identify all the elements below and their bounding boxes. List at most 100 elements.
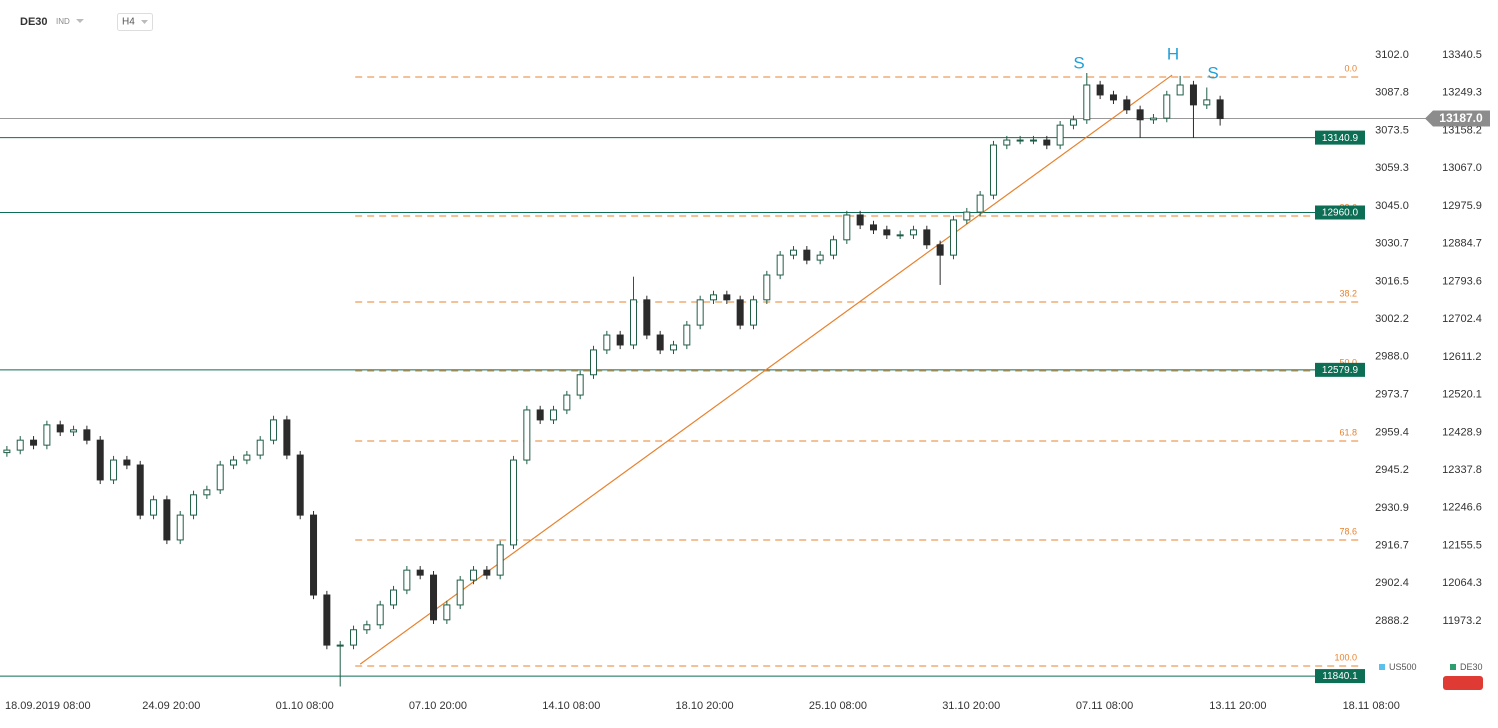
candle-body (283, 419, 291, 456)
x-tick-label: 24.09 20:00 (142, 700, 200, 712)
x-tick-label: 25.10 08:00 (809, 700, 867, 712)
candle-body (1016, 139, 1024, 142)
candle-body (350, 629, 358, 646)
y-tick-label: 13067.0 (1442, 162, 1482, 174)
candle-body (270, 419, 278, 441)
interval-box[interactable] (117, 13, 153, 31)
y-tick-label: 12975.9 (1442, 200, 1482, 212)
candle-body (709, 294, 717, 301)
candle-body (630, 299, 638, 346)
red-button[interactable] (1443, 676, 1483, 690)
legend-swatch (1379, 664, 1385, 670)
y-tick-label: 12246.6 (1442, 502, 1482, 514)
candle-body (789, 249, 797, 256)
candle-body (936, 244, 944, 256)
candle-body (43, 424, 51, 446)
y2-tick-label: 2959.4 (1375, 426, 1409, 438)
y2-tick-label: 3002.2 (1375, 313, 1409, 325)
candle-body (949, 219, 957, 256)
trendline (359, 74, 1173, 665)
fib-label: 50.0 (1339, 357, 1357, 367)
dropdown-caret[interactable] (76, 19, 84, 23)
fib-label: 61.8 (1339, 427, 1357, 437)
y2-tick-label: 3087.8 (1375, 87, 1409, 99)
candle-body (150, 499, 158, 516)
candle-body (843, 214, 851, 241)
y2-tick-label: 2888.2 (1375, 615, 1409, 627)
level-tag (1315, 130, 1365, 145)
y2-tick-label: 2930.9 (1375, 502, 1409, 514)
candle-body (230, 459, 238, 466)
candle-body (523, 409, 531, 461)
candle-body (1123, 99, 1131, 111)
candle-body (1109, 94, 1117, 101)
y2-tick-label: 3045.0 (1375, 200, 1409, 212)
candle-body (736, 299, 744, 326)
y-tick-label: 12428.9 (1442, 426, 1482, 438)
pattern-label: S (1073, 53, 1084, 72)
candle-body (1176, 84, 1184, 96)
candle-body (803, 249, 811, 261)
candle-body (656, 334, 664, 351)
candle-body (923, 229, 931, 246)
pattern-label: S (1207, 63, 1218, 82)
candle-body (16, 439, 24, 451)
candle-body (909, 229, 917, 236)
candle-body (1203, 99, 1211, 106)
candle-body (136, 464, 144, 516)
candle-body (563, 394, 571, 411)
symbol-tag: IND (56, 17, 70, 26)
symbol[interactable]: DE30 (20, 16, 48, 28)
candle-body (3, 449, 11, 454)
interval-caret[interactable] (141, 20, 148, 24)
candle-body (510, 459, 518, 546)
x-tick-label: 14.10 08:00 (542, 700, 600, 712)
x-tick-label: 07.10 20:00 (409, 700, 467, 712)
candle-body (296, 454, 304, 516)
y-tick-label: 12793.6 (1442, 275, 1482, 287)
candle-body (576, 374, 584, 396)
candle-body (470, 569, 478, 581)
candle-body (696, 299, 704, 326)
candle-body (190, 494, 198, 516)
level-tag (1315, 669, 1365, 684)
y2-tick-label: 2973.7 (1375, 389, 1409, 401)
x-tick-label: 01.10 08:00 (276, 700, 334, 712)
interval[interactable]: H4 (122, 17, 135, 28)
candle-body (1189, 84, 1197, 106)
y2-tick-label: 3073.5 (1375, 124, 1409, 136)
candle-body (989, 144, 997, 196)
candle-body (1149, 117, 1157, 121)
y-tick-label: 12884.7 (1442, 238, 1482, 250)
y-tick-label: 12337.8 (1442, 464, 1482, 476)
candle-body (430, 574, 438, 621)
candle-body (869, 224, 877, 231)
candle-body (243, 454, 251, 461)
candle-body (256, 439, 264, 456)
pattern-label: H (1167, 44, 1179, 63)
y-tick-label: 13158.2 (1442, 124, 1482, 136)
fib-label: 100.0 (1334, 652, 1357, 662)
candle-body (310, 514, 318, 596)
x-tick-label: 18.09.2019 08:00 (5, 700, 91, 712)
candle-body (1003, 139, 1011, 146)
candle-body (203, 489, 211, 496)
candle-body (1096, 84, 1104, 96)
x-tick-label: 07.11 08:00 (1076, 700, 1133, 712)
candle-body (70, 429, 78, 433)
candle-body (749, 299, 757, 326)
candle-body (763, 274, 771, 301)
candle-body (323, 594, 331, 646)
current-price-tag (1425, 110, 1490, 127)
candle-body (1029, 139, 1037, 142)
level-label: 12960.0 (1322, 208, 1359, 219)
level-tag (1315, 205, 1365, 220)
candle-body (96, 439, 104, 481)
level-label: 11840.1 (1322, 671, 1358, 682)
y2-tick-label: 2916.7 (1375, 539, 1409, 551)
y-tick-label: 13340.5 (1442, 49, 1482, 61)
candle-body (363, 624, 371, 631)
candle-body (816, 254, 824, 261)
